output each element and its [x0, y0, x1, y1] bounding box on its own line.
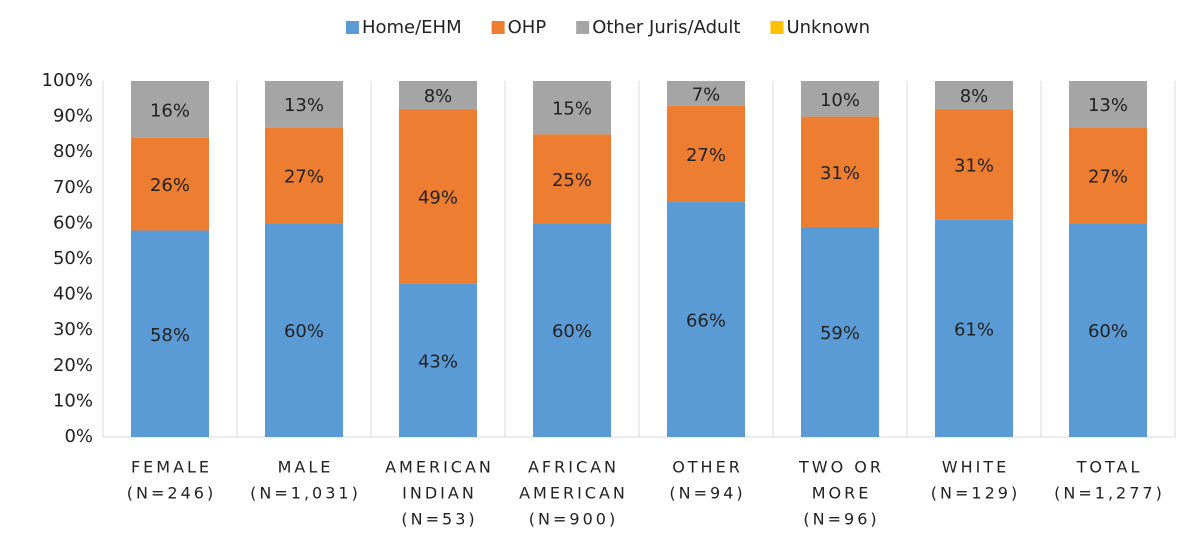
- legend-label: Other Juris/Adult: [592, 17, 740, 38]
- bar-segment: [533, 223, 611, 437]
- x-tick-label: MORE: [812, 484, 872, 503]
- bar-segment: [399, 109, 477, 284]
- bar-segment: [265, 127, 343, 224]
- value-label: 8%: [424, 86, 453, 107]
- y-tick-label: 10%: [53, 390, 93, 411]
- y-tick-label: 20%: [53, 355, 93, 376]
- bar-segment: [533, 134, 611, 224]
- value-label: 13%: [1088, 95, 1128, 116]
- bar-segment: [935, 219, 1013, 437]
- value-label: 27%: [686, 145, 726, 166]
- y-tick-label: 50%: [53, 248, 93, 269]
- x-tick-label: FEMALE: [131, 458, 212, 477]
- value-label: 31%: [820, 163, 860, 184]
- bar-segment: [131, 81, 209, 138]
- x-tick-label: TOTAL: [1076, 458, 1143, 477]
- value-label: 58%: [150, 325, 190, 346]
- legend-label: Unknown: [786, 17, 870, 38]
- value-label: 60%: [1088, 321, 1128, 342]
- bar-segment: [801, 81, 879, 117]
- legend-label: OHP: [508, 17, 547, 38]
- y-tick-label: 40%: [53, 284, 93, 305]
- y-tick-label: 0%: [64, 426, 93, 447]
- x-tick-label: WHITE: [942, 458, 1009, 477]
- value-label: 59%: [820, 323, 860, 344]
- bar-segment: [265, 81, 343, 128]
- legend-swatch: [345, 21, 359, 34]
- bar-segment: [1069, 127, 1147, 224]
- bar-segment: [801, 226, 879, 437]
- y-tick-label: 60%: [53, 212, 93, 233]
- value-label: 10%: [820, 90, 860, 111]
- legend-swatch: [576, 21, 590, 34]
- x-tick-label: (N=1,277): [1054, 484, 1165, 503]
- value-label: 49%: [418, 188, 458, 209]
- bar-segment: [667, 202, 745, 437]
- x-tick-label: AFRICAN: [528, 458, 619, 477]
- value-label: 66%: [686, 311, 726, 332]
- x-tick-label: (N=129): [931, 484, 1020, 503]
- value-label: 27%: [1088, 166, 1128, 187]
- value-label: 16%: [150, 100, 190, 121]
- x-tick-label: MALE: [278, 458, 334, 477]
- value-label: 43%: [418, 351, 458, 372]
- bar-segment: [801, 116, 879, 227]
- value-label: 27%: [284, 166, 324, 187]
- bar-segment: [667, 105, 745, 203]
- value-label: 31%: [954, 156, 994, 177]
- y-tick-label: 70%: [53, 177, 93, 198]
- value-label: 61%: [954, 319, 994, 340]
- x-tick-label: (N=246): [127, 484, 216, 503]
- x-tick-label: AMERICAN: [385, 458, 494, 477]
- bar-segment: [131, 137, 209, 231]
- value-label: 60%: [284, 321, 324, 342]
- x-tick-label: OTHER: [672, 458, 743, 477]
- bar-segment: [1069, 223, 1147, 437]
- x-tick-label: TWO OR: [798, 458, 884, 477]
- bar-segment: [131, 230, 209, 437]
- bar-segment: [399, 81, 477, 110]
- legend-swatch: [770, 21, 784, 34]
- x-tick-label: INDIAN: [402, 484, 477, 503]
- x-tick-label: (N=96): [803, 510, 879, 529]
- bar-segment: [265, 223, 343, 437]
- x-tick-label: (N=900): [529, 510, 618, 529]
- y-tick-label: 80%: [53, 141, 93, 162]
- x-tick-label: (N=1,031): [250, 484, 361, 503]
- value-label: 60%: [552, 321, 592, 342]
- value-label: 7%: [692, 84, 721, 105]
- value-label: 13%: [284, 95, 324, 116]
- value-label: 8%: [960, 86, 989, 107]
- value-label: 25%: [552, 170, 592, 191]
- x-tick-label: AMERICAN: [519, 484, 628, 503]
- legend-label: Home/EHM: [362, 17, 462, 38]
- y-tick-label: 90%: [53, 106, 93, 127]
- y-tick-label: 30%: [53, 319, 93, 340]
- bar-segment: [667, 81, 745, 106]
- y-tick-label: 100%: [42, 70, 93, 91]
- bar-segment: [1069, 81, 1147, 128]
- value-label: 15%: [552, 99, 592, 120]
- x-tick-label: (N=94): [669, 484, 745, 503]
- bar-segment: [399, 283, 477, 437]
- legend-swatch: [491, 21, 505, 34]
- bar-segment: [533, 81, 611, 135]
- bar-segment: [935, 81, 1013, 110]
- x-tick-label: (N=53): [401, 510, 477, 529]
- value-label: 26%: [150, 175, 190, 196]
- bar-segment: [935, 109, 1013, 220]
